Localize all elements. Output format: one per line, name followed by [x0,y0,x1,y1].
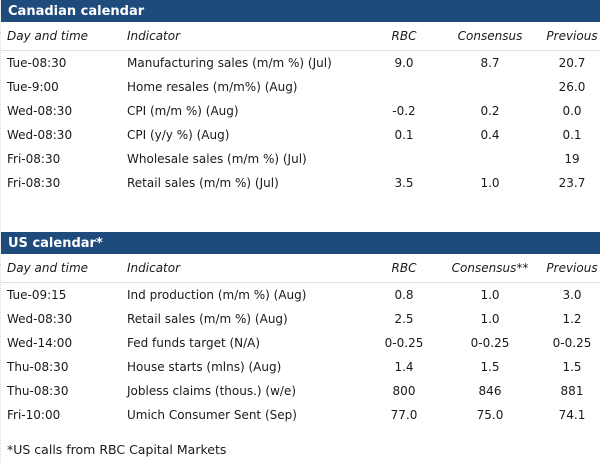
us-calendar-title-bar: US calendar* [1,232,600,254]
canadian-calendar-section: Canadian calendar Day and time Indicator… [1,0,600,195]
col-header-consensus: Consensus [437,22,543,51]
cell-day-time: Wed-14:00 [7,336,73,350]
table-row: Tue-08:30 Manufacturing sales (m/m %) (J… [1,51,600,76]
cell-consensus: 8.7 [480,56,500,70]
column-header-row: Day and time Indicator RBC Consensus Pre… [1,22,600,51]
cell-previous: 19 [564,152,580,166]
cell-previous: 881 [560,384,584,398]
cell-previous: 0.0 [562,104,582,118]
table-row: Tue-9:00 Home resales (m/m%) (Aug) 26.0 [1,75,600,99]
table-row: Wed-08:30 CPI (y/y %) (Aug) 0.1 0.4 0.1 [1,123,600,147]
column-header-row: Day and time Indicator RBC Consensus** P… [1,254,600,283]
col-header-previous: Previous [543,22,600,51]
table-row: Fri-10:00 Umich Consumer Sent (Sep) 77.0… [1,403,600,427]
cell-consensus: 846 [478,384,502,398]
cell-indicator: Wholesale sales (m/m %) (Jul) [127,152,307,166]
cell-previous: 23.7 [558,176,586,190]
cell-rbc [371,75,437,99]
footnote-us-calls: *US calls from RBC Capital Markets [7,442,227,457]
cell-previous: 26.0 [558,80,586,94]
col-header-day-and-time: Day and time [1,254,121,283]
col-header-previous: Previous [543,254,600,283]
cell-previous: 1.5 [562,360,582,374]
table-row: Tue-09:15 Ind production (m/m %) (Aug) 0… [1,283,600,308]
table-row: Thu-08:30 House starts (mlns) (Aug) 1.4 … [1,355,600,379]
canadian-calendar-title: Canadian calendar [8,3,145,19]
cell-previous: 0-0.25 [552,336,592,350]
cell-day-time: Tue-9:00 [7,80,59,94]
col-header-rbc: RBC [371,22,437,51]
cell-previous: 1.2 [562,312,582,326]
cell-previous: 20.7 [558,56,586,70]
canadian-calendar-title-bar: Canadian calendar [1,0,600,22]
cell-indicator: Ind production (m/m %) (Aug) [127,288,307,302]
col-header-indicator: Indicator [121,254,371,283]
cell-consensus: 1.0 [480,312,500,326]
cell-day-time: Tue-09:15 [7,288,67,302]
cell-day-time: Fri-08:30 [7,152,61,166]
table-row: Wed-08:30 Retail sales (m/m %) (Aug) 2.5… [1,307,600,331]
cell-rbc: 77.0 [390,408,418,422]
table-row: Wed-14:00 Fed funds target (N/A) 0-0.25 … [1,331,600,355]
col-header-indicator: Indicator [121,22,371,51]
cell-consensus: 0-0.25 [470,336,510,350]
cell-day-time: Wed-08:30 [7,128,73,142]
canadian-calendar-table: Day and time Indicator RBC Consensus Pre… [1,22,600,195]
cell-day-time: Wed-08:30 [7,312,73,326]
cell-consensus: 0.2 [480,104,500,118]
cell-day-time: Tue-08:30 [7,56,67,70]
cell-rbc: 0.8 [394,288,414,302]
cell-indicator: House starts (mlns) (Aug) [127,360,282,374]
cell-rbc: 9.0 [394,56,414,70]
cell-indicator: Retail sales (m/m %) (Jul) [127,176,279,190]
cell-previous: 3.0 [562,288,582,302]
cell-indicator: Umich Consumer Sent (Sep) [127,408,297,422]
cell-rbc: 2.5 [394,312,414,326]
us-calendar-section: US calendar* Day and time Indicator RBC … [1,232,600,427]
cell-indicator: Jobless claims (thous.) (w/e) [127,384,297,398]
cell-rbc: 800 [392,384,416,398]
cell-consensus: 75.0 [476,408,504,422]
cell-consensus: 1.0 [480,288,500,302]
cell-rbc: 3.5 [394,176,414,190]
cell-rbc [371,147,437,171]
us-calendar-title: US calendar* [8,235,103,251]
col-header-day-and-time: Day and time [1,22,121,51]
cell-consensus: 1.0 [480,176,500,190]
cell-rbc: -0.2 [392,104,416,118]
cell-day-time: Fri-10:00 [7,408,61,422]
cell-day-time: Thu-08:30 [7,384,69,398]
cell-consensus [437,75,543,99]
cell-indicator: CPI (y/y %) (Aug) [127,128,230,142]
footnotes: *US calls from RBC Capital Markets ** Re… [1,442,600,463]
cell-rbc: 0.1 [394,128,414,142]
cell-previous: 74.1 [558,408,586,422]
table-row: Wed-08:30 CPI (m/m %) (Aug) -0.2 0.2 0.0 [1,99,600,123]
col-header-consensus: Consensus** [437,254,543,283]
cell-previous: 0.1 [562,128,582,142]
table-row: Thu-08:30 Jobless claims (thous.) (w/e) … [1,379,600,403]
cell-indicator: Manufacturing sales (m/m %) (Jul) [127,56,332,70]
cell-indicator: Fed funds target (N/A) [127,336,261,350]
table-row: Fri-08:30 Retail sales (m/m %) (Jul) 3.5… [1,171,600,195]
us-calendar-table: Day and time Indicator RBC Consensus** P… [1,254,600,427]
cell-day-time: Thu-08:30 [7,360,69,374]
cell-day-time: Wed-08:30 [7,104,73,118]
cell-consensus: 1.5 [480,360,500,374]
cell-rbc: 0-0.25 [384,336,424,350]
cell-consensus: 0.4 [480,128,500,142]
cell-rbc: 1.4 [394,360,414,374]
col-header-rbc: RBC [371,254,437,283]
cell-indicator: CPI (m/m %) (Aug) [127,104,239,118]
table-row: Fri-08:30 Wholesale sales (m/m %) (Jul) … [1,147,600,171]
cell-indicator: Home resales (m/m%) (Aug) [127,80,298,94]
cell-day-time: Fri-08:30 [7,176,61,190]
cell-consensus [437,147,543,171]
cell-indicator: Retail sales (m/m %) (Aug) [127,312,288,326]
